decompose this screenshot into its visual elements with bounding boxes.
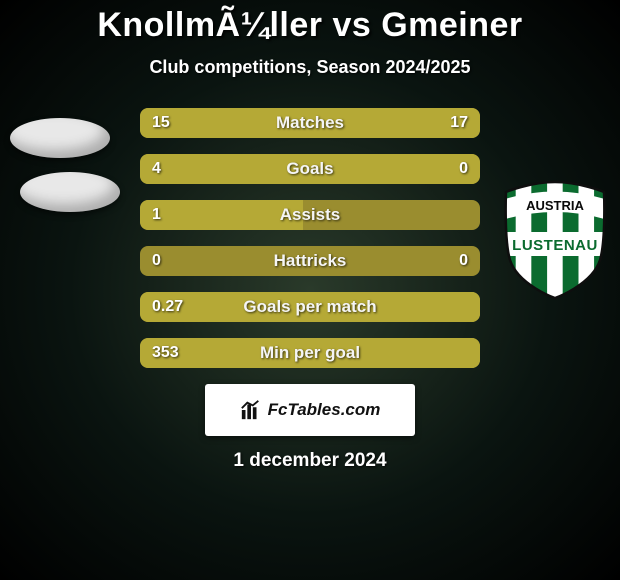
comparison-card: KnollmÃ¼ller vs Gmeiner Club competition… [0, 0, 620, 580]
page-subtitle: Club competitions, Season 2024/2025 [0, 57, 620, 78]
brand-text: FcTables.com [268, 400, 381, 420]
stat-bars: 1517Matches 40Goals 1Assists 00Hattricks 0.2… [140, 108, 480, 368]
stat-label: Matches [140, 108, 480, 138]
stat-label: Min per goal [140, 338, 480, 368]
stat-row: 0.27Goals per match [140, 292, 480, 322]
stat-row: 1517Matches [140, 108, 480, 138]
stat-label: Goals [140, 154, 480, 184]
stat-label: Assists [140, 200, 480, 230]
crest-top-text: AUSTRIA [526, 198, 584, 213]
stat-label: Goals per match [140, 292, 480, 322]
brand-badge[interactable]: FcTables.com [205, 384, 415, 436]
crest-bottom-text: LUSTENAU [512, 237, 598, 254]
player-avatar-left-1 [10, 118, 110, 158]
stat-row: 00Hattricks [140, 246, 480, 276]
stat-row: 1Assists [140, 200, 480, 230]
stat-row: 40Goals [140, 154, 480, 184]
stat-row: 353Min per goal [140, 338, 480, 368]
date-label: 1 december 2024 [0, 450, 620, 472]
fctables-icon [240, 399, 262, 421]
page-title: KnollmÃ¼ller vs Gmeiner [0, 0, 620, 45]
stat-label: Hattricks [140, 246, 480, 276]
club-crest: AUSTRIA LUSTENAU [500, 180, 610, 300]
player-avatar-left-2 [20, 172, 120, 212]
